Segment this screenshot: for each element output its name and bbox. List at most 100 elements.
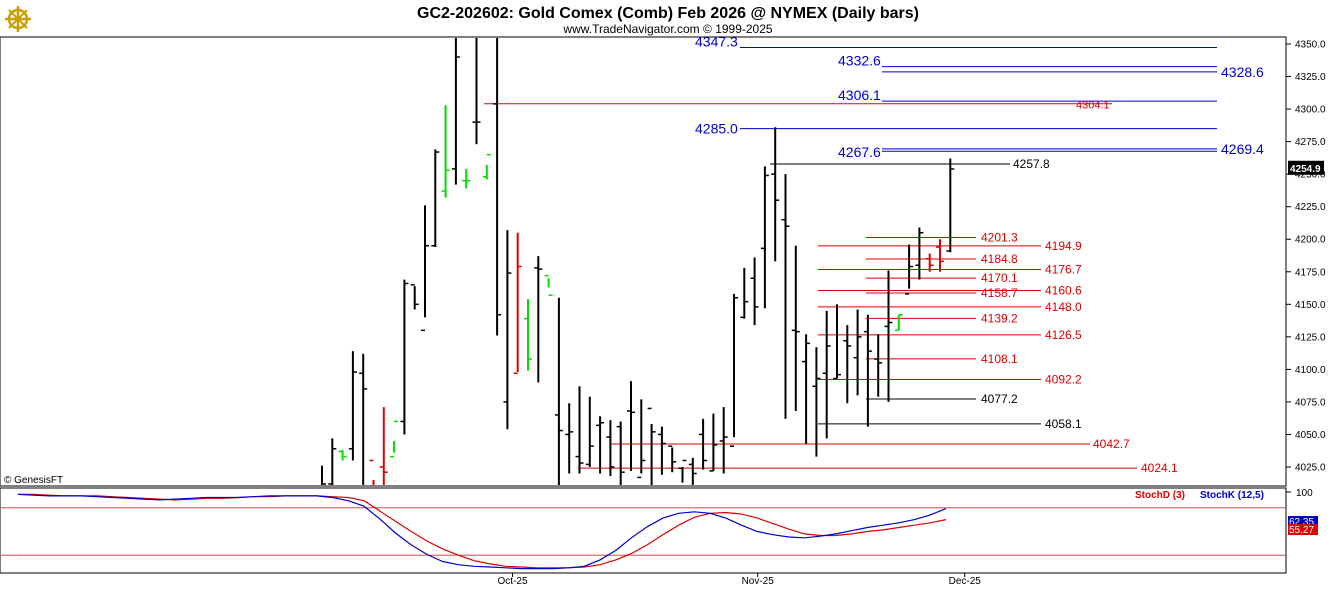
ohlc-bar bbox=[884, 270, 893, 402]
level-label: 4139.2 bbox=[981, 311, 1018, 325]
ohlc-bar bbox=[524, 299, 532, 371]
y-tick-label: 4100.0 bbox=[1295, 365, 1326, 376]
last-price-label: 4254.9 bbox=[1290, 164, 1321, 175]
price-y-axis: 4350.0 4325.0 4300.0 4275.0 4250.0 4225.0 4200… bbox=[1286, 40, 1326, 474]
ohlc-bar bbox=[781, 174, 790, 419]
ohlc-bar bbox=[482, 153, 491, 180]
ohlc-bars bbox=[321, 38, 955, 485]
y-tick-label: 4200.0 bbox=[1295, 235, 1326, 246]
ohlc-bar bbox=[915, 227, 924, 280]
y-tick-label: 4350.0 bbox=[1295, 40, 1326, 51]
chart-title: GC2-202602: Gold Comex (Comb) Feb 2026 @… bbox=[417, 5, 919, 22]
ohlc-bar bbox=[400, 279, 409, 435]
level-label: 4267.6 bbox=[838, 144, 881, 160]
ohlc-bar bbox=[709, 413, 718, 472]
last-price-badge bbox=[1288, 160, 1324, 175]
stochk-last-badge bbox=[1288, 516, 1318, 527]
ohlc-bar bbox=[390, 420, 399, 458]
ohlc-bar bbox=[833, 304, 841, 380]
y-tick-label: 4050.0 bbox=[1295, 430, 1326, 441]
ohlc-bar bbox=[668, 445, 677, 473]
ohlc-bar bbox=[379, 407, 388, 485]
y-tick-label: 4125.0 bbox=[1295, 332, 1326, 343]
ohlc-bar bbox=[616, 421, 625, 485]
ohlc-bar bbox=[328, 438, 337, 485]
ohlc-bar bbox=[627, 381, 635, 471]
ohlc-bar bbox=[925, 253, 934, 272]
ohlc-bar bbox=[410, 284, 419, 310]
level-label: 4269.4 bbox=[1221, 141, 1264, 157]
ohlc-bar bbox=[812, 347, 821, 457]
level-label: 4126.5 bbox=[1045, 328, 1082, 342]
y-tick-label: 4150.0 bbox=[1295, 300, 1326, 311]
level-label: 4160.6 bbox=[1045, 284, 1082, 298]
level-label: 4024.1 bbox=[1141, 461, 1178, 475]
x-tick-label: Dec-25 bbox=[949, 576, 982, 587]
ohlc-bar bbox=[348, 351, 357, 461]
ohlc-bar bbox=[513, 232, 522, 375]
ship-wheel-icon bbox=[5, 6, 31, 32]
ohlc-bar bbox=[606, 420, 615, 477]
level-label: 4194.9 bbox=[1045, 239, 1082, 253]
level-label: 4184.8 bbox=[981, 252, 1018, 266]
y-tick-label: 4250.0 bbox=[1295, 170, 1326, 181]
ohlc-bar bbox=[431, 149, 440, 248]
ohlc-bar bbox=[565, 403, 574, 474]
ohlc-bar bbox=[688, 457, 697, 485]
level-label: 4042.7 bbox=[1093, 437, 1130, 451]
level-label: 4077.2 bbox=[981, 392, 1018, 406]
stoch-panel bbox=[0, 487, 1287, 574]
level-label: 4170.1 bbox=[981, 271, 1018, 285]
ohlc-bar bbox=[472, 38, 481, 145]
x-tick-label: Nov-25 bbox=[742, 576, 775, 587]
stoch-y-tick-label: 100 bbox=[1296, 488, 1313, 499]
ohlc-bar bbox=[647, 407, 656, 485]
y-tick-label: 4325.0 bbox=[1295, 72, 1326, 83]
level-label: 4201.3 bbox=[981, 231, 1018, 245]
ohlc-bar bbox=[585, 396, 594, 467]
stoch-series-line bbox=[17, 493, 947, 570]
level-label: 4058.1 bbox=[1045, 417, 1082, 431]
ohlc-bar bbox=[843, 325, 852, 404]
ohlc-bar bbox=[740, 267, 749, 319]
stoch-series-line bbox=[18, 493, 947, 569]
ohlc-bar bbox=[596, 416, 605, 474]
ohlc-bar bbox=[637, 399, 646, 479]
level-label: 4148.0 bbox=[1045, 300, 1082, 314]
level-label: 4257.8 bbox=[1013, 157, 1050, 171]
y-tick-label: 4025.0 bbox=[1295, 463, 1326, 474]
ohlc-bar bbox=[575, 386, 584, 474]
level-label: 4158.7 bbox=[981, 286, 1018, 300]
ohlc-bar bbox=[802, 334, 811, 444]
ohlc-bar bbox=[853, 309, 862, 396]
ohlc-bar bbox=[657, 426, 666, 475]
stochk-last-label: 62.35 bbox=[1289, 517, 1314, 528]
chart-subtitle: www.TradeNavigator.com © 1999-2025 bbox=[562, 22, 772, 36]
ohlc-bar bbox=[719, 407, 728, 474]
ohlc-bar bbox=[874, 334, 883, 397]
ohlc-bar bbox=[359, 353, 368, 485]
ohlc-bar bbox=[534, 256, 543, 383]
level-label: 4347.3 bbox=[695, 34, 738, 50]
credit-label: © GenesisFT bbox=[4, 475, 63, 486]
ohlc-bar bbox=[791, 245, 800, 412]
stochd-last-badge bbox=[1288, 524, 1318, 535]
x-tick-label: Oct-25 bbox=[498, 576, 528, 587]
y-tick-label: 4075.0 bbox=[1295, 397, 1326, 408]
ohlc-bar bbox=[936, 239, 944, 272]
ohlc-bar bbox=[946, 158, 955, 253]
ohlc-bar bbox=[730, 293, 738, 447]
level-label: 4328.6 bbox=[1221, 64, 1264, 80]
ohlc-bar bbox=[493, 38, 502, 336]
legend-stochk: StochK (12,5) bbox=[1200, 490, 1264, 501]
y-tick-label: 4225.0 bbox=[1295, 202, 1326, 213]
legend-stochd: StochD (3) bbox=[1135, 490, 1185, 501]
price-panel bbox=[0, 36, 1287, 487]
y-tick-label: 4275.0 bbox=[1295, 137, 1326, 148]
level-label: 4176.7 bbox=[1045, 263, 1082, 277]
ohlc-bar bbox=[421, 205, 429, 332]
ohlc-bar bbox=[554, 297, 563, 485]
ohlc-bar bbox=[441, 105, 450, 198]
